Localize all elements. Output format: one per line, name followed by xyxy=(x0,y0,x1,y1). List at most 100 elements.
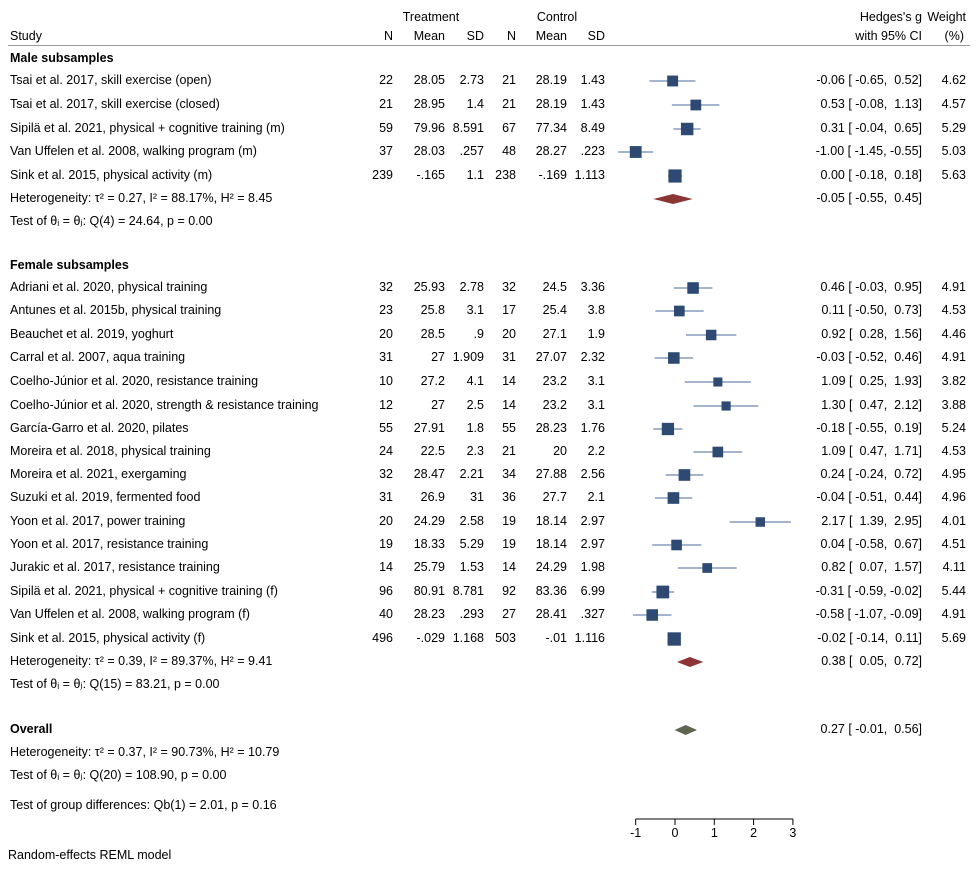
effect-ci: -0.06 [ -0.65, 0.52] xyxy=(816,73,922,87)
n-treatment: 10 xyxy=(379,374,393,388)
mean-control: 28.23 xyxy=(535,421,567,435)
effect-ci: -1.00 [ -1.45, -0.55] xyxy=(815,144,922,158)
weight: 4.96 xyxy=(941,490,966,504)
sd-control: 1.98 xyxy=(580,560,605,574)
sd-treatment: 8.591 xyxy=(452,121,484,135)
effect-marker-g1s7 xyxy=(712,446,724,458)
sd-treatment: 1.8 xyxy=(466,421,484,435)
n-treatment-header: N xyxy=(383,29,393,43)
weight: 4.91 xyxy=(941,280,966,294)
n-treatment: 23 xyxy=(379,303,393,317)
sd-control: 3.8 xyxy=(587,303,605,317)
n-treatment: 19 xyxy=(379,537,393,551)
mean-treatment-header: Mean xyxy=(413,29,445,43)
mean-treatment: 28.23 xyxy=(413,607,445,621)
n-control: 14 xyxy=(502,398,516,412)
sd-control: 1.43 xyxy=(580,97,605,111)
n-treatment: 32 xyxy=(379,467,393,481)
weight: 5.63 xyxy=(941,168,966,182)
study-label: Antunes et al. 2015b, physical training xyxy=(10,303,222,317)
x-tick-label: 1 xyxy=(710,826,718,840)
pooled-diamond-female xyxy=(676,657,704,667)
heterogeneity-female: Heterogeneity: τ² = 0.39, I² = 89.37%, H… xyxy=(10,654,273,668)
effect-ci: 1.09 [ 0.47, 1.71] xyxy=(821,444,922,458)
overall-ci: 0.27 [ -0.01, 0.56] xyxy=(820,722,922,736)
n-control: 20 xyxy=(502,327,516,341)
sd-treatment: 4.1 xyxy=(466,374,484,388)
sd-control: 2.56 xyxy=(580,467,605,481)
mean-treatment: 28.03 xyxy=(413,144,445,158)
study-label: Tsai et al. 2017, skill exercise (closed… xyxy=(10,97,220,111)
sd-control: 6.99 xyxy=(580,584,605,598)
effect-ci: 2.17 [ 1.39, 2.95] xyxy=(821,514,922,528)
effect-ci: 0.31 [ -0.04, 0.65] xyxy=(820,121,922,135)
effect-marker-g1s12 xyxy=(702,563,713,573)
mean-treatment: 24.29 xyxy=(413,514,445,528)
effect-ci: -0.18 [ -0.55, 0.19] xyxy=(816,421,922,435)
n-control: 17 xyxy=(502,303,516,317)
study-label: Moreira et al. 2018, physical training xyxy=(10,444,211,458)
mean-treatment: 25.93 xyxy=(413,280,445,294)
sd-treatment: .9 xyxy=(473,327,484,341)
effect-ci: 0.11 [ -0.50, 0.73] xyxy=(821,303,922,317)
mean-treatment: 28.5 xyxy=(420,327,445,341)
effect-marker-g1s8 xyxy=(678,469,691,481)
mean-control: -.169 xyxy=(538,168,568,182)
sd-treatment-header: SD xyxy=(466,29,484,43)
weight: 4.46 xyxy=(941,327,966,341)
mean-treatment: 28.05 xyxy=(413,73,445,87)
n-control: 21 xyxy=(502,444,516,458)
mean-control: 18.14 xyxy=(535,514,567,528)
n-treatment: 14 xyxy=(379,560,393,574)
weight: 5.69 xyxy=(941,631,966,645)
study-label: Van Uffelen et al. 2008, walking program… xyxy=(10,144,257,158)
sd-treatment: .257 xyxy=(459,144,484,158)
effect-marker-g0s1 xyxy=(690,99,702,111)
n-treatment: 37 xyxy=(379,144,393,158)
sd-treatment: 2.78 xyxy=(459,280,484,294)
study-label: Jurakic et al. 2017, resistance training xyxy=(10,560,220,574)
mean-control: 24.5 xyxy=(542,280,567,294)
effect-ci: 0.53 [ -0.08, 1.13] xyxy=(820,97,922,111)
mean-control: 23.2 xyxy=(542,374,567,388)
overall-diamond xyxy=(674,725,698,735)
sd-treatment: 31 xyxy=(470,490,484,504)
study-label: Carral et al. 2007, aqua training xyxy=(10,350,186,364)
effect-ci: -0.31 [ -0.59, -0.02] xyxy=(815,584,922,598)
heterogeneity-male: Heterogeneity: τ² = 0.27, I² = 88.17%, H… xyxy=(10,191,273,205)
n-control: 32 xyxy=(502,280,516,294)
mean-control: 27.88 xyxy=(535,467,567,481)
n-treatment: 20 xyxy=(379,514,393,528)
test-male: Test of θᵢ = θⱼ: Q(4) = 24.64, p = 0.00 xyxy=(10,214,213,228)
n-control: 238 xyxy=(495,168,516,182)
mean-control: 24.29 xyxy=(535,560,567,574)
sd-control: 2.97 xyxy=(580,514,605,528)
mean-treatment: 26.9 xyxy=(420,490,445,504)
weight: 5.44 xyxy=(941,584,966,598)
n-treatment: 21 xyxy=(379,97,393,111)
study-label: Coelho-Júnior et al. 2020, strength & re… xyxy=(10,398,319,412)
weight: 4.53 xyxy=(941,303,966,317)
sd-control: 1.116 xyxy=(574,631,605,645)
sd-treatment: 5.29 xyxy=(459,537,484,551)
effect-ci: 1.09 [ 0.25, 1.93] xyxy=(821,374,922,388)
study-label: Sipilä et al. 2021, physical + cognitive… xyxy=(10,121,285,135)
mean-treatment: -.165 xyxy=(416,168,446,182)
sd-treatment: 2.3 xyxy=(466,444,484,458)
sd-control: 8.49 xyxy=(580,121,605,135)
study-label: Adriani et al. 2020, physical training xyxy=(10,280,208,294)
effect-ci: -0.58 [ -1.07, -0.09] xyxy=(815,607,922,621)
sd-treatment: 8.781 xyxy=(452,584,484,598)
study-label: Coelho-Júnior et al. 2020, resistance tr… xyxy=(10,374,259,388)
effect-marker-g1s10 xyxy=(755,517,766,527)
mean-control: 20 xyxy=(553,444,567,458)
weight: 4.91 xyxy=(941,607,966,621)
test-female: Test of θᵢ = θⱼ: Q(15) = 83.21, p = 0.00 xyxy=(10,677,220,691)
group-title-male: Male subsamples xyxy=(10,51,114,65)
x-tick-label: -1 xyxy=(630,826,642,840)
weight: 4.91 xyxy=(941,350,966,364)
overall-label: Overall xyxy=(10,722,53,736)
weight-header-line2: (%) xyxy=(944,29,964,43)
n-treatment: 12 xyxy=(379,398,393,412)
